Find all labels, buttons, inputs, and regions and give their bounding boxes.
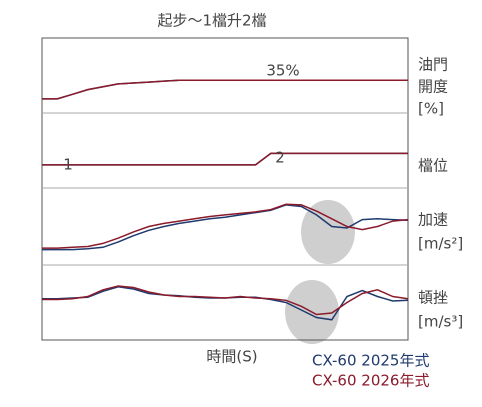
panel-label: [m/s²] (418, 235, 463, 253)
annotation: 35% (266, 62, 299, 80)
series-line (42, 79, 408, 100)
panel-label: [m/s³] (418, 313, 463, 331)
panel-label: 檔位 (418, 157, 448, 175)
series-line (42, 203, 409, 249)
panel-label: 油門 (418, 56, 448, 74)
chart-title: 起步～1檔升2檔 (157, 12, 266, 30)
panel-label: [%] (418, 100, 444, 118)
annotation: 1 (63, 156, 73, 174)
frame (41, 37, 409, 341)
series-line (42, 285, 409, 316)
legend-entry: CX-60 2025年式 (312, 352, 429, 370)
panel-label: 頓挫 (418, 289, 448, 307)
x-axis-label: 時間(S) (206, 348, 257, 366)
highlight (301, 200, 355, 264)
series-line (42, 204, 409, 251)
series-line (42, 152, 408, 166)
panel-label: 加速 (418, 211, 448, 229)
annotation: 2 (275, 149, 285, 167)
panel-label: 開度 (418, 78, 448, 96)
legend-entry: CX-60 2026年式 (312, 372, 429, 390)
